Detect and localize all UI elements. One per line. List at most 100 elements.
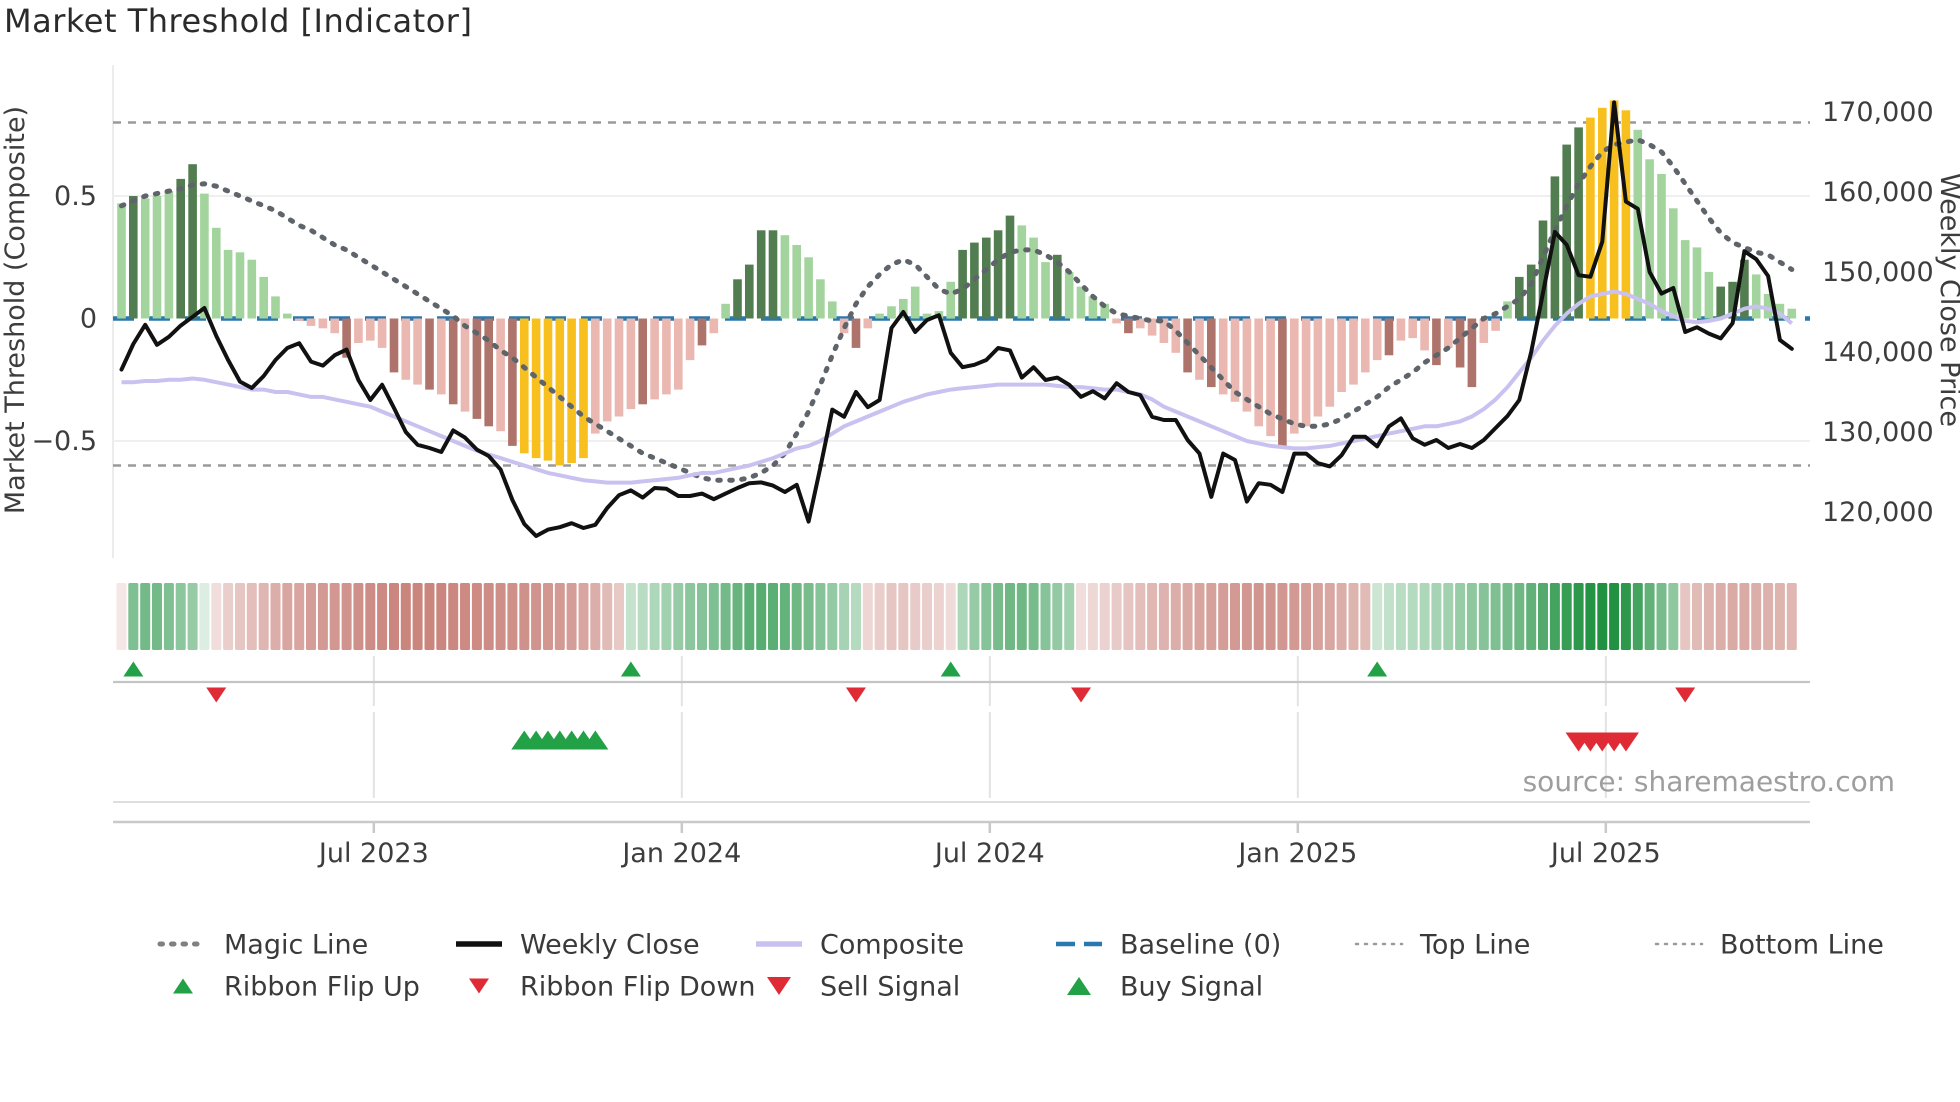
legend-label: Magic Line [224,930,368,961]
threshold-bar [1384,318,1394,356]
threshold-bar [1254,318,1263,427]
threshold-bar [1230,318,1240,402]
threshold-bar [721,303,730,319]
ribbon-cell [400,583,411,650]
threshold-bar [1301,318,1311,427]
ribbon-flip-up-icon [173,978,193,994]
ribbon-cell [353,583,364,650]
ribbon-cell [1111,583,1122,650]
threshold-bar [1550,176,1560,319]
threshold-bar [1609,100,1619,319]
threshold-bar [1669,208,1678,319]
ribbon-cell [614,583,624,650]
ribbon-cell [957,583,968,650]
threshold-bar [1290,318,1299,434]
right-axis-tick: 140,000 [1822,337,1934,368]
threshold-bar [413,318,422,385]
ribbon-cell [933,583,944,650]
ribbon-cell [1052,583,1063,650]
threshold-bar [176,178,185,319]
threshold-bar [1053,254,1062,319]
ribbon-cell [1774,583,1785,650]
left-axis-tick: −0.5 [31,426,97,457]
ribbon-flip-up-marker [620,661,641,677]
threshold-bar [508,318,517,446]
ribbon-cell [1301,583,1312,650]
ribbon-cell [1253,583,1264,650]
ribbon-cell [1028,583,1039,650]
ribbon-cell [1478,583,1489,650]
ribbon-cell [1194,583,1205,650]
ribbon-cell [1609,583,1620,650]
ribbon-cell [993,583,1004,650]
ribbon-cell [1656,583,1667,650]
threshold-bar [1088,296,1098,319]
threshold-bar [685,318,695,361]
ribbon-flip-down-marker [845,687,866,703]
ribbon-cell [1680,583,1691,650]
threshold-bar [792,245,801,319]
threshold-bar [1147,318,1157,336]
legend-label: Sell Signal [820,972,960,1003]
threshold-bar [875,313,884,319]
ribbon-cell [602,583,613,650]
ribbon-cell [779,583,790,650]
ribbon-cell [732,583,743,650]
threshold-bar [1538,220,1548,319]
ribbon-cell [1538,583,1548,650]
threshold-bar [188,164,197,319]
threshold-bar [567,318,576,463]
right-axis-tick: 120,000 [1822,497,1934,528]
threshold-bar [223,249,233,319]
threshold-bar [401,318,411,380]
ribbon-cell [649,583,660,650]
x-axis: Jul 2023 Jan 2024 Jul 2024 Jan 2025 Jul 2025 [113,820,1810,869]
threshold-bar [1408,318,1417,339]
threshold-bar [366,318,375,341]
legend-label: Composite [820,930,964,961]
ribbon-flip-up-marker [123,661,144,677]
ribbon-flip-up-marker [940,661,961,677]
ribbon-cell [851,583,861,650]
ribbon-cell [1431,583,1442,650]
ribbon-flip-down-marker [1071,687,1092,703]
ribbon-cell [898,583,909,650]
threshold-bar [1361,318,1370,373]
ribbon-cell [1064,583,1075,650]
threshold-bar [1491,318,1500,331]
threshold-bar [958,249,967,319]
right-axis-tick: 170,000 [1822,97,1934,128]
ribbon-cell [791,583,802,650]
threshold-bar [1017,225,1027,319]
threshold-bar [1195,318,1204,380]
ribbon-cell [341,583,352,650]
threshold-bar [235,252,245,319]
ribbon-cell [720,583,731,650]
ribbon-cell [235,583,245,650]
ribbon-cell [116,583,127,650]
threshold-bar [756,230,766,319]
ribbon-cell [543,583,553,650]
threshold-bar [342,318,351,358]
threshold-bar [1064,271,1074,319]
threshold-bar [520,318,529,454]
threshold-bar [377,318,387,348]
ribbon-cell [625,583,636,650]
ribbon-cell [1620,583,1631,650]
ribbon-cell [637,583,648,650]
ribbon-cell [1147,583,1158,650]
threshold-bar [922,313,932,319]
ribbon-cell [306,583,316,650]
ribbon-flip-row [113,656,1810,706]
threshold-bar [354,318,363,343]
ribbon-cell [910,583,921,650]
magic-line [119,137,1795,483]
ribbon-cell [1312,583,1323,650]
ribbon-cell [483,583,494,650]
threshold-bar [780,235,790,319]
threshold-bar [200,193,209,319]
threshold-bar [1692,247,1702,319]
threshold-bar [674,318,683,390]
threshold-bar [1337,318,1346,392]
